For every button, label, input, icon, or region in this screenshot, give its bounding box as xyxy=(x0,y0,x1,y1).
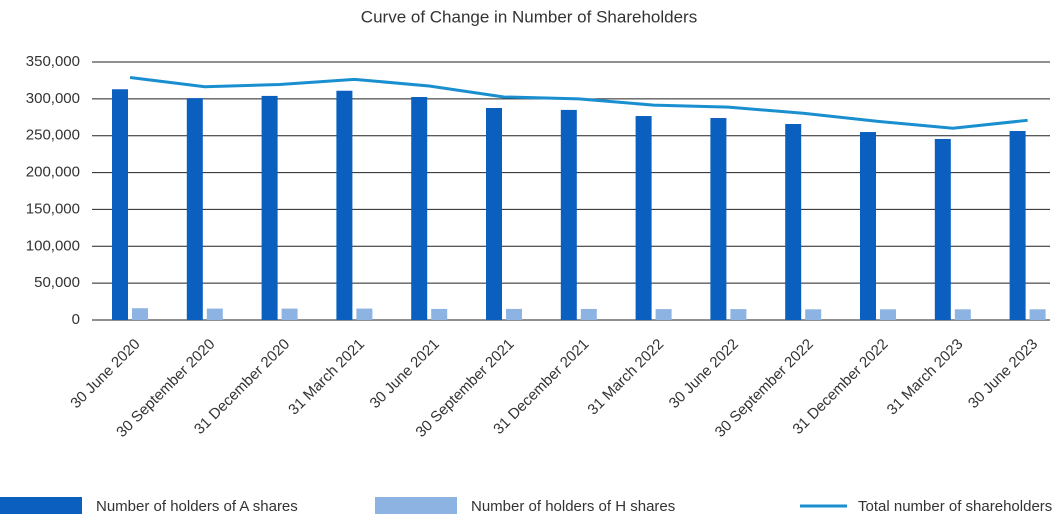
bar xyxy=(1009,130,1026,320)
legend-label: Total number of shareholders xyxy=(858,498,1052,515)
bar xyxy=(112,89,128,320)
bar xyxy=(1029,309,1046,320)
chart-title: Curve of Change in Number of Shareholder… xyxy=(361,7,697,26)
bar xyxy=(954,309,971,320)
y-tick-label: 0 xyxy=(72,311,80,328)
bar xyxy=(655,309,672,320)
x-tick-label: 31 March 2022 xyxy=(584,336,667,419)
x-tick-label: 30 June 2023 xyxy=(965,336,1041,412)
x-tick-label: 30 June 2022 xyxy=(666,336,742,412)
x-tick-label: 30 June 2020 xyxy=(67,336,143,412)
bar xyxy=(860,132,876,320)
y-tick-label: 350,000 xyxy=(26,53,80,70)
y-tick-label: 50,000 xyxy=(34,274,80,291)
y-tick-label: 300,000 xyxy=(26,90,80,107)
y-tick-label: 100,000 xyxy=(26,237,80,254)
bar xyxy=(710,118,727,320)
bar xyxy=(934,138,951,320)
bar xyxy=(206,308,223,320)
bar xyxy=(186,98,203,321)
y-tick-label: 150,000 xyxy=(26,200,80,217)
legend-label: Number of holders of A shares xyxy=(96,498,298,515)
bar xyxy=(281,308,298,320)
legend-swatch xyxy=(375,497,457,514)
bar xyxy=(486,107,502,320)
x-tick-label: 30 June 2021 xyxy=(367,336,443,412)
bar xyxy=(411,97,428,320)
bar xyxy=(730,309,747,320)
bar xyxy=(356,308,373,320)
bar xyxy=(880,309,896,320)
line xyxy=(129,75,1028,130)
bar xyxy=(560,109,577,321)
legend-swatch xyxy=(0,497,82,514)
bar xyxy=(580,308,597,320)
bar xyxy=(635,116,652,321)
bar xyxy=(805,309,822,320)
bar xyxy=(261,95,278,320)
bar xyxy=(132,308,148,320)
x-tick-label: 31 March 2023 xyxy=(884,336,967,419)
y-tick-label: 250,000 xyxy=(26,127,80,144)
bar xyxy=(785,123,802,320)
bar xyxy=(506,308,522,320)
bar xyxy=(431,308,448,320)
y-tick-label: 200,000 xyxy=(26,164,80,181)
x-tick-label: 31 March 2021 xyxy=(285,336,368,419)
legend-label: Number of holders of H shares xyxy=(471,498,675,515)
bar xyxy=(336,90,353,321)
